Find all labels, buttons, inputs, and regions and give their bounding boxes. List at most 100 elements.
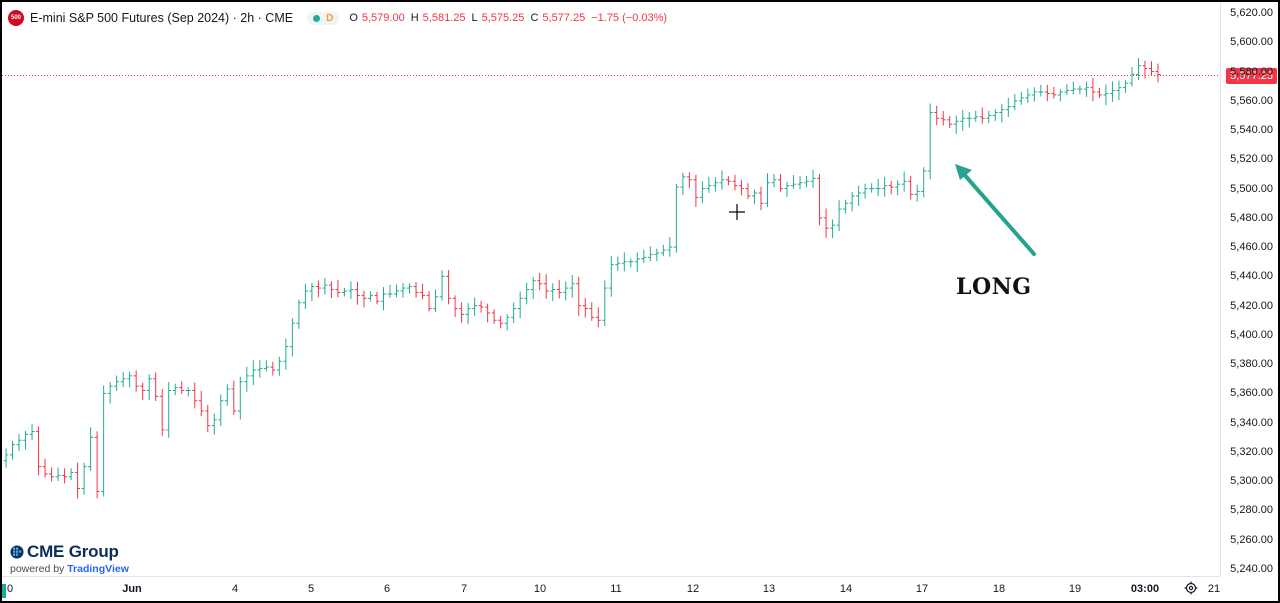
chart-plot-area[interactable]: 500 E-mini S&P 500 Futures (Sep 2024) · … <box>2 2 1220 576</box>
ohlc-bar <box>953 115 959 134</box>
ohlc-bar <box>699 181 705 204</box>
price-tick-label: 5,420.00 <box>1230 299 1273 312</box>
market-status[interactable]: D <box>307 11 340 25</box>
ohlc-bar <box>237 376 243 420</box>
price-tick-label: 5,340.00 <box>1230 416 1273 429</box>
ohlc-bar <box>289 318 295 357</box>
ohlc-bar <box>556 280 562 299</box>
ohlc-bar <box>257 360 263 378</box>
ohlc-bar <box>986 110 992 124</box>
ohlc-bar <box>231 380 237 415</box>
ohlc-bar <box>94 431 100 499</box>
time-tick-label: 13 <box>762 583 776 595</box>
price-tick-label: 5,620.00 <box>1230 7 1273 19</box>
ohlc-bar <box>927 103 933 180</box>
symbol-icon[interactable]: 500 <box>8 10 24 26</box>
ohlc-bar <box>667 237 673 257</box>
ohlc-bar <box>420 283 426 300</box>
ohlc-bar <box>862 183 868 199</box>
ohlc-bar <box>797 175 803 190</box>
ohlc-bar <box>140 382 146 401</box>
ohlc-bar <box>465 303 471 325</box>
time-tick-label: 12 <box>686 583 700 595</box>
crosshair-cursor <box>729 204 745 220</box>
ohlc-bar <box>654 248 660 262</box>
ohlc-bar <box>869 183 875 193</box>
ohlc-bar <box>380 287 386 311</box>
ohlc-bar <box>179 381 185 395</box>
ohlc-bar <box>3 448 9 468</box>
price-tick-label: 5,360.00 <box>1230 387 1273 400</box>
price-tick-label: 5,600.00 <box>1230 36 1273 49</box>
chart-title[interactable]: E-mini S&P 500 Futures (Sep 2024) · 2h ·… <box>30 11 294 25</box>
ohlc-bar <box>491 309 497 324</box>
ohlc-bar <box>120 371 126 388</box>
cme-group-name: CME Group <box>27 542 119 561</box>
price-axis[interactable]: 5,577.25 5,620.00 5,600.00 5,580.00 5,560.0… <box>1220 2 1278 576</box>
ohlc-bar <box>647 246 653 262</box>
ohlc-bar <box>315 280 321 298</box>
ohlc-bar <box>55 467 61 481</box>
ohlc-bar <box>367 291 373 302</box>
ohlc-bar <box>992 109 998 121</box>
ohlc-bar <box>732 174 738 191</box>
ohlc-bar <box>29 424 35 441</box>
ohlc-bar <box>738 179 744 196</box>
ohlc-bar <box>660 244 666 257</box>
scroll-indicator <box>2 584 6 598</box>
ohlc-bar <box>673 183 679 253</box>
price-tick-label: 5,460.00 <box>1230 241 1273 254</box>
ohlc-bar <box>459 302 465 323</box>
ohlc-bar <box>478 300 484 313</box>
ohlc-bar <box>127 371 133 388</box>
ohlc-bar <box>250 360 256 386</box>
time-tick-label: 6 <box>383 583 391 595</box>
ohlc-bar <box>550 283 556 302</box>
ohlc-bar <box>576 276 582 316</box>
market-open-dot-icon <box>313 14 321 22</box>
ohlc-bar <box>322 277 328 295</box>
time-tick-label: 14 <box>839 583 853 595</box>
time-tick-label: 5 <box>307 583 315 595</box>
ohlc-bar <box>263 360 269 372</box>
ohlc-bar <box>1129 67 1135 87</box>
ohlc-bar <box>439 270 445 301</box>
ohlc-bar <box>1005 97 1011 117</box>
ohlc-bar <box>407 283 413 294</box>
time-axis[interactable]: 0 Jun 4 5 6 7 10 11 12 13 14 17 18 19 03:00 21 <box>2 576 1220 601</box>
ohlc-bar <box>107 381 113 404</box>
ohlc-bar <box>1122 80 1128 93</box>
ohlc-key: C <box>530 12 539 24</box>
ohlc-bar <box>433 289 439 313</box>
ohlc-bar <box>446 269 452 305</box>
ohlc-bar <box>791 175 797 189</box>
ohlc-bar <box>524 282 530 305</box>
ohlc-bar <box>843 199 849 214</box>
ohlc-bar <box>778 174 784 192</box>
ohlc-value: 5,577.25 <box>542 12 586 24</box>
ohlc-bar <box>1038 84 1044 97</box>
ohlc-key: H <box>410 12 419 24</box>
ohlc-bar <box>10 440 16 460</box>
ohlc-bar <box>1090 77 1096 102</box>
price-tick-label: 5,240.00 <box>1230 563 1273 575</box>
cme-group-logo[interactable]: CME Group powered by TradingView <box>10 542 129 575</box>
ohlc-bar <box>810 170 816 188</box>
delayed-data-badge: D <box>326 12 334 24</box>
ohlc-bar <box>1012 93 1018 110</box>
ohlc-bar <box>784 181 790 197</box>
ohlc-bar <box>615 256 621 271</box>
ohlc-bar <box>42 458 48 478</box>
price-tick-label: 5,380.00 <box>1230 358 1273 371</box>
price-tick-label: 5,520.00 <box>1230 153 1273 166</box>
ohlc-bar <box>537 272 543 291</box>
ohlc-bar <box>563 281 569 301</box>
price-tick-label: 5,560.00 <box>1230 94 1273 107</box>
ohlc-bar <box>1103 84 1109 106</box>
ohlc-bar <box>589 302 595 321</box>
settings-gear-icon[interactable] <box>1184 581 1198 595</box>
time-tick-label: 4 <box>231 583 239 595</box>
ohlc-bar <box>1051 86 1057 99</box>
ohlc-bar <box>751 189 757 205</box>
price-tick-label: 5,580.00 <box>1230 65 1273 78</box>
